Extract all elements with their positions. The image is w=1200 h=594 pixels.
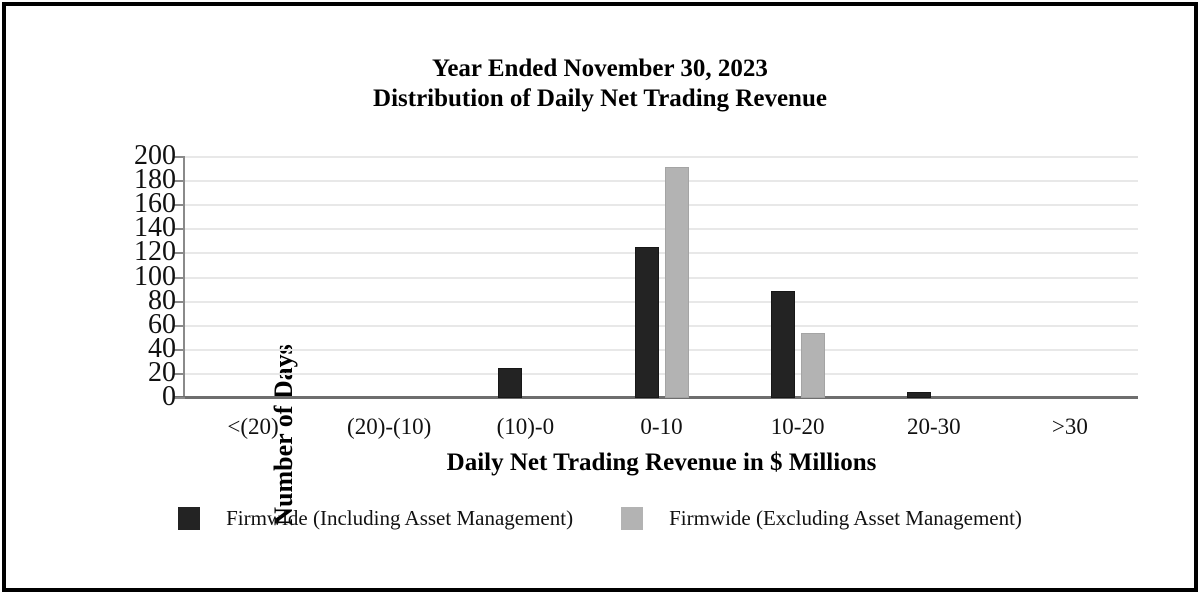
gridline-160 [185, 204, 1138, 207]
y-axis-tick-0 [173, 397, 185, 399]
y-axis-tick-100 [173, 276, 185, 279]
y-axis-tick-200 [173, 156, 185, 158]
y-tick-label-100: 100 [134, 260, 176, 292]
legend-swatch-2 [621, 507, 644, 530]
y-tick-label-180: 180 [134, 164, 176, 196]
x-tick-label-<(20): <(20) [227, 414, 279, 439]
legend-label-2: Firmwide (Excluding Asset Management) [669, 506, 1022, 530]
gridline-100 [185, 276, 1138, 279]
y-axis-tick-160 [173, 204, 185, 207]
chart-title: Year Ended November 30, 2023 Distributio… [0, 54, 1200, 114]
y-tick-label-20: 20 [148, 356, 176, 388]
gridline-40 [185, 348, 1138, 351]
bar-10-20-series-1 [770, 291, 795, 398]
y-axis-tick-40 [173, 348, 185, 351]
x-tick-label-(20)-(10): (20)-(10) [347, 414, 432, 439]
legend-swatch-1 [178, 507, 201, 530]
x-tick-label-0-10: 0-10 [640, 414, 683, 439]
y-tick-label-60: 60 [148, 308, 176, 340]
y-axis-tick-180 [173, 180, 185, 183]
y-tick-label-160: 160 [134, 188, 176, 220]
y-axis-tick-120 [173, 252, 185, 255]
legend-item-1: Firmwide (Including Asset Management) [178, 506, 573, 531]
y-tick-label-80: 80 [148, 284, 176, 316]
gridline-180 [185, 180, 1138, 183]
y-tick-label-140: 140 [134, 212, 176, 244]
legend-label-1: Firmwide (Including Asset Management) [226, 506, 574, 530]
y-axis-tick-80 [173, 300, 185, 303]
chart-title-line1: Year Ended November 30, 2023 [432, 55, 768, 82]
y-tick-label-40: 40 [148, 332, 176, 364]
x-tick-label-20-30: 20-30 [906, 414, 961, 439]
x-tick-label-(10)-0: (10)-0 [496, 414, 555, 439]
y-tick-label-0: 0 [162, 381, 176, 412]
bar-0-10-series-1 [634, 247, 659, 398]
legend: Firmwide (Including Asset Management) Fir… [0, 506, 1200, 531]
legend-item-2: Firmwide (Excluding Asset Management) [621, 506, 1022, 531]
gridline-20 [185, 372, 1138, 375]
gridline-140 [185, 228, 1138, 231]
bar-10-20-series-2 [800, 333, 825, 398]
y-axis-tick-140 [173, 228, 185, 231]
bar-(10)-0-series-1 [498, 368, 523, 398]
gridline-80 [185, 300, 1138, 303]
y-axis-tick-60 [173, 324, 185, 327]
bar-0-10-series-2 [664, 167, 689, 398]
y-tick-label-200: 200 [134, 140, 176, 171]
chart-title-line2: Distribution of Daily Net Trading Revenu… [373, 85, 827, 112]
gridline-120 [185, 252, 1138, 255]
gridline-60 [185, 324, 1138, 327]
y-axis-tick-20 [173, 372, 185, 375]
x-tick-label-10-20: 10-20 [770, 414, 825, 439]
x-axis-title: Daily Net Trading Revenue in $ Millions [446, 449, 877, 476]
y-tick-label-120: 120 [134, 236, 176, 268]
x-tick-label->30: >30 [1051, 414, 1088, 439]
gridline-200 [185, 156, 1138, 158]
plot-area: Number of Days 0 20 40 60 80 100 120 140 160 180 2… [134, 142, 1138, 526]
bar-20-30-series-1 [906, 392, 931, 398]
